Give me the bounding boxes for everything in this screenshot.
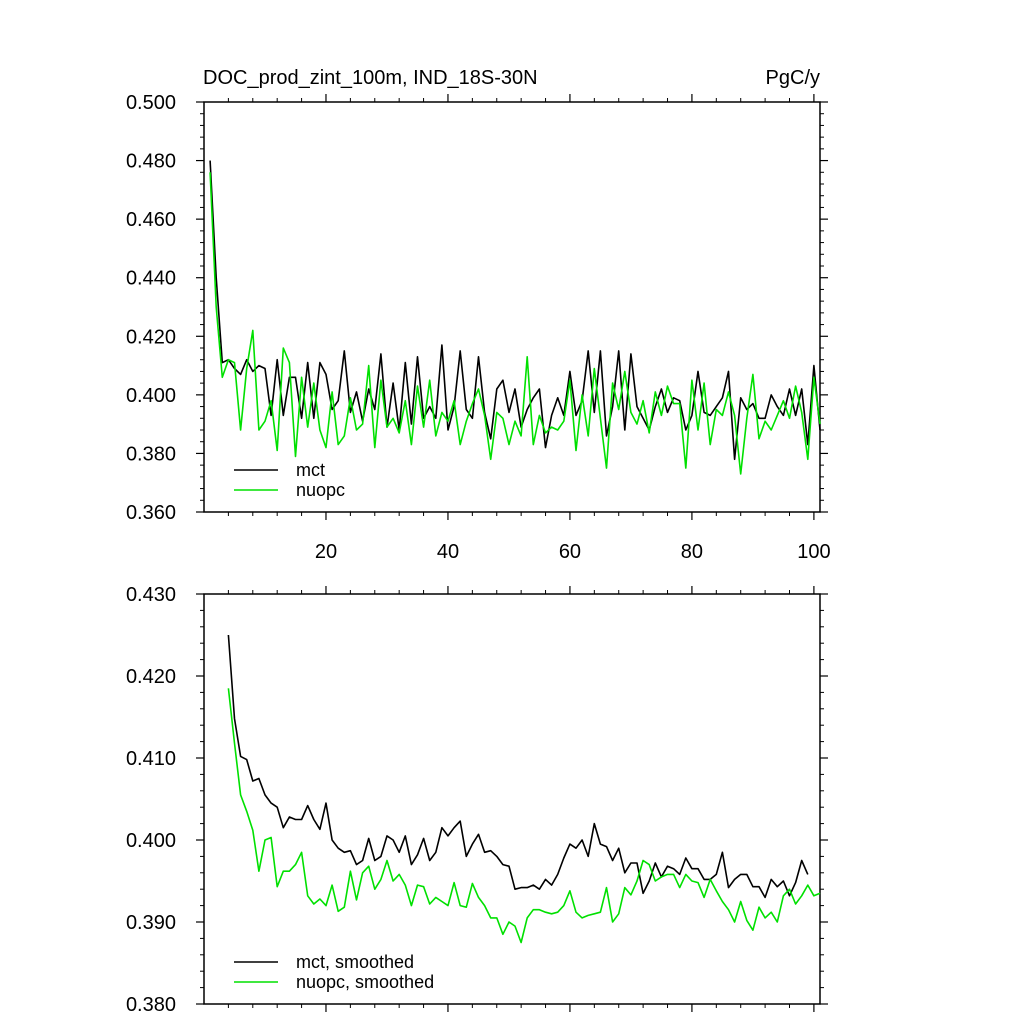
x-tick-label: 80 <box>681 541 703 563</box>
y-tick-label: 0.440 <box>126 268 176 290</box>
top-panel: 0.360 0.380 0.400 0.420 0.440 0.460 0.480 0.500… <box>126 92 831 563</box>
series-line-nuopc <box>209 172 821 475</box>
chart-title: DOC_prod_zint_100m, IND_18S-30N <box>203 67 538 89</box>
legend-label: mct <box>296 460 325 480</box>
units-label: PgC/y <box>766 67 820 89</box>
y-tick-label: 0.400 <box>126 385 176 407</box>
x-tick-label: 40 <box>437 541 459 563</box>
series-line-nuopc-smoothed <box>227 688 821 944</box>
y-tick-label: 0.480 <box>126 151 176 173</box>
series-line-mct-smoothed <box>227 634 809 899</box>
y-tick-label: 0.430 <box>126 584 176 606</box>
x-tick-label: 100 <box>797 541 830 563</box>
x-tick-label: 20 <box>315 541 337 563</box>
legend-label: nuopc <box>296 480 345 500</box>
y-tick-label: 0.380 <box>126 994 176 1016</box>
y-tick-label: 0.410 <box>126 748 176 770</box>
y-tick-label: 0.380 <box>126 443 176 465</box>
bottom-panel: 0.380 0.390 0.400 0.410 0.420 0.430 mct, smoot… <box>126 584 828 1016</box>
series-line-mct <box>209 160 821 461</box>
legend-label: nuopc, smoothed <box>296 972 434 992</box>
y-tick-label: 0.360 <box>126 502 176 524</box>
plot-frame <box>203 593 821 1005</box>
y-tick-label: 0.460 <box>126 209 176 231</box>
x-tick-label: 60 <box>559 541 581 563</box>
y-tick-label: 0.420 <box>126 666 176 688</box>
plot-frame <box>203 101 821 513</box>
legend-label: mct, smoothed <box>296 952 414 972</box>
y-tick-label: 0.390 <box>126 912 176 934</box>
y-tick-label: 0.500 <box>126 92 176 114</box>
y-tick-label: 0.400 <box>126 830 176 852</box>
y-tick-label: 0.420 <box>126 326 176 348</box>
